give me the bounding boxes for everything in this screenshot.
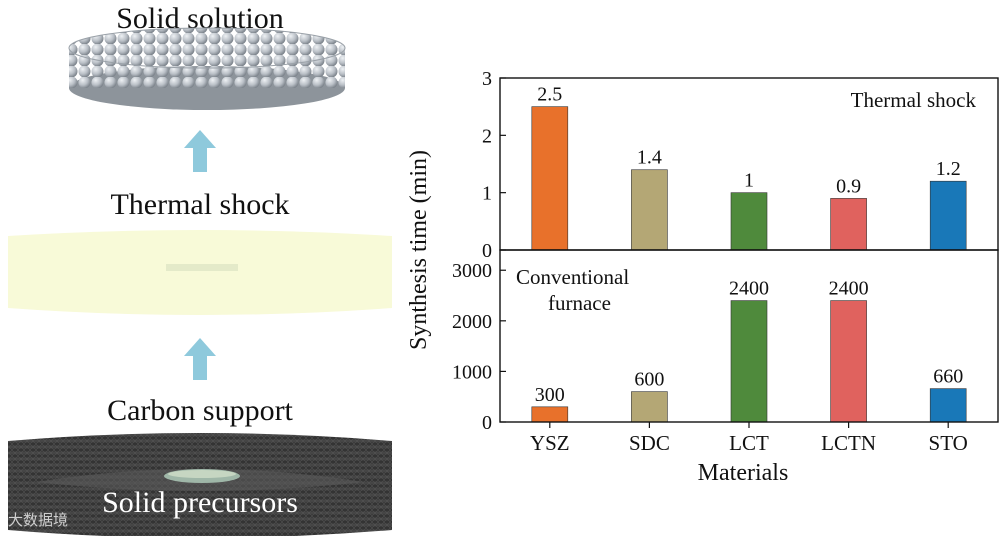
thermal-shock-glow [8, 230, 392, 315]
bar-thermal-shock-ysz [531, 106, 569, 251]
watermark: 大数据境 [8, 512, 69, 529]
y-tick-label: 0 [482, 240, 492, 262]
bar-furnace-ysz [531, 406, 569, 423]
y-tick-label: 0 [482, 412, 492, 434]
stage-label-solid-precursors: Solid precursors [102, 486, 298, 519]
x-tick-label: LCTN [821, 431, 876, 455]
synthesis-time-chart: 2.5 1.4 1 0.9 1.2 0 1 2 3 Thermal shock 300 600 2400… [406, 68, 999, 486]
panel-label: Conventional [516, 265, 629, 289]
bar-thermal-shock-sdc [631, 169, 668, 251]
x-tick-label: LCT [729, 431, 769, 455]
bar-thermal-shock-sto [929, 180, 967, 251]
bar-furnace-sto [929, 388, 967, 423]
y-tick-label: 3 [482, 68, 492, 90]
bar-thermal-shock-lctn [830, 198, 867, 251]
value-label: 600 [634, 369, 664, 391]
value-label: 1.4 [637, 147, 662, 169]
x-axis-title: Materials [698, 460, 789, 486]
x-tick-label: STO [929, 431, 968, 455]
value-label: 2.5 [537, 84, 562, 106]
y-tick-label: 1000 [452, 361, 492, 383]
precursor-particles [164, 469, 240, 483]
bar-furnace-lctn [830, 300, 867, 423]
up-arrow-icon [184, 338, 216, 380]
value-label: 1 [744, 170, 754, 192]
value-label: 660 [933, 366, 963, 388]
y-axis-title: Synthesis time (min) [406, 150, 432, 350]
y-tick-label: 3000 [452, 260, 492, 282]
y-tick-label: 2000 [452, 311, 492, 333]
value-label: 300 [535, 384, 565, 406]
y-tick-label: 2 [482, 125, 492, 147]
x-tick-label: YSZ [530, 431, 570, 455]
value-label: 1.2 [936, 158, 961, 180]
value-label: 2400 [729, 278, 769, 300]
bar-thermal-shock-lct [730, 192, 768, 251]
stage-label-carbon-support: Carbon support [107, 394, 293, 427]
value-label: 0.9 [836, 175, 861, 197]
panel-label: Thermal shock [851, 88, 977, 112]
value-label: 2400 [829, 278, 869, 300]
solid-solution-disc [68, 27, 346, 110]
y-tick-label: 1 [482, 183, 492, 205]
schematic-graphics [8, 27, 392, 536]
x-tick-label: SDC [629, 431, 670, 455]
up-arrow-icon [184, 130, 216, 172]
stage-label-thermal-shock: Thermal shock [110, 188, 290, 221]
bar-furnace-lct [730, 300, 768, 423]
bar-furnace-sdc [631, 391, 668, 423]
panel-label: furnace [548, 291, 611, 315]
carbon-support [8, 433, 392, 536]
